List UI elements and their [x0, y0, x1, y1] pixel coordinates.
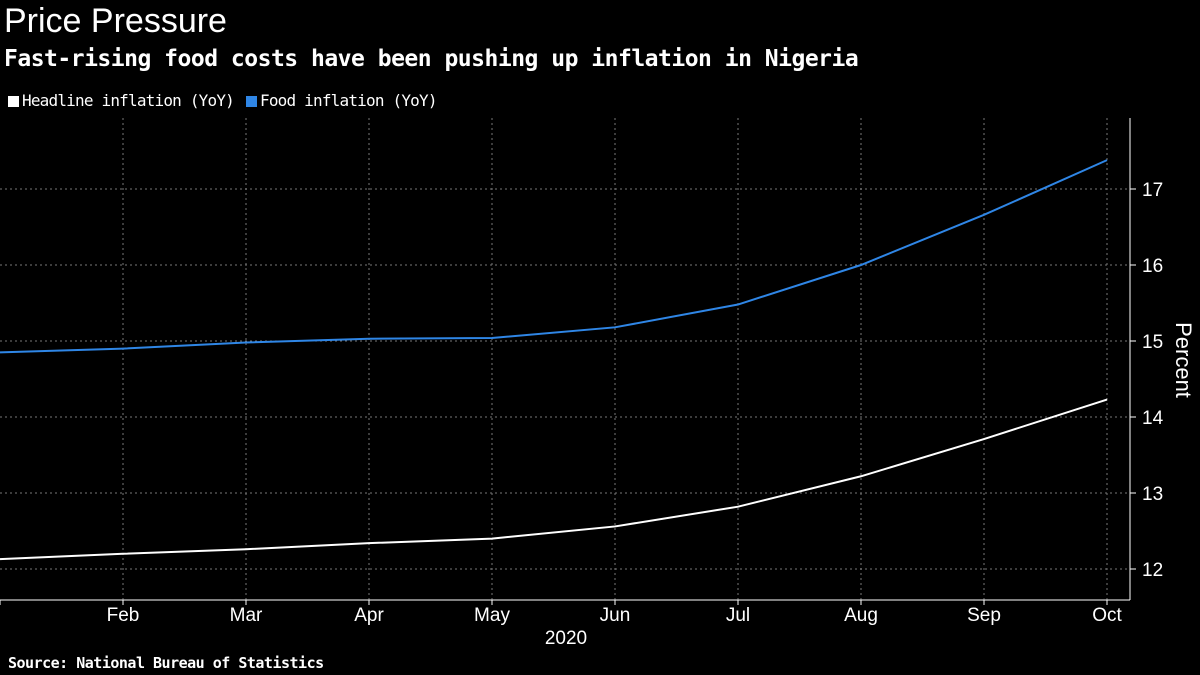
legend: Headline inflation (YoY) Food inflation … — [8, 91, 437, 110]
legend-item-headline: Headline inflation (YoY) — [8, 91, 235, 110]
y-tick-label: 16 — [1142, 256, 1163, 277]
x-tick-label: Aug — [844, 605, 878, 626]
x-year-label: 2020 — [545, 628, 587, 649]
legend-swatch-food — [246, 96, 257, 107]
y-tick-label: 13 — [1142, 484, 1163, 505]
legend-label-food: Food inflation (YoY) — [260, 91, 437, 110]
source-note: Source: National Bureau of Statistics — [8, 654, 324, 672]
y-tick-label: 12 — [1142, 560, 1163, 581]
x-tick-label: Jun — [600, 605, 631, 626]
series-line-headline — [0, 398, 1108, 561]
y-tick-label: 17 — [1142, 180, 1163, 201]
series-line-food — [0, 159, 1108, 354]
x-tick-label: Feb — [107, 605, 140, 626]
y-axis-label: Percent — [1171, 322, 1196, 398]
chart-subtitle: Fast-rising food costs have been pushing… — [4, 46, 859, 72]
legend-label-headline: Headline inflation (YoY) — [22, 91, 235, 110]
x-tick-label: May — [474, 605, 510, 626]
y-tick-label: 15 — [1142, 332, 1163, 353]
x-tick-label: Jul — [726, 605, 750, 626]
x-tick-label: Sep — [967, 605, 1001, 626]
legend-item-food: Food inflation (YoY) — [246, 91, 437, 110]
x-tick-label: Oct — [1092, 605, 1122, 626]
x-tick-label: Mar — [230, 605, 263, 626]
legend-swatch-headline — [8, 96, 19, 107]
y-tick-label: 14 — [1142, 408, 1164, 429]
x-tick-label: Apr — [354, 605, 384, 626]
chart-title: Price Pressure — [4, 2, 227, 40]
